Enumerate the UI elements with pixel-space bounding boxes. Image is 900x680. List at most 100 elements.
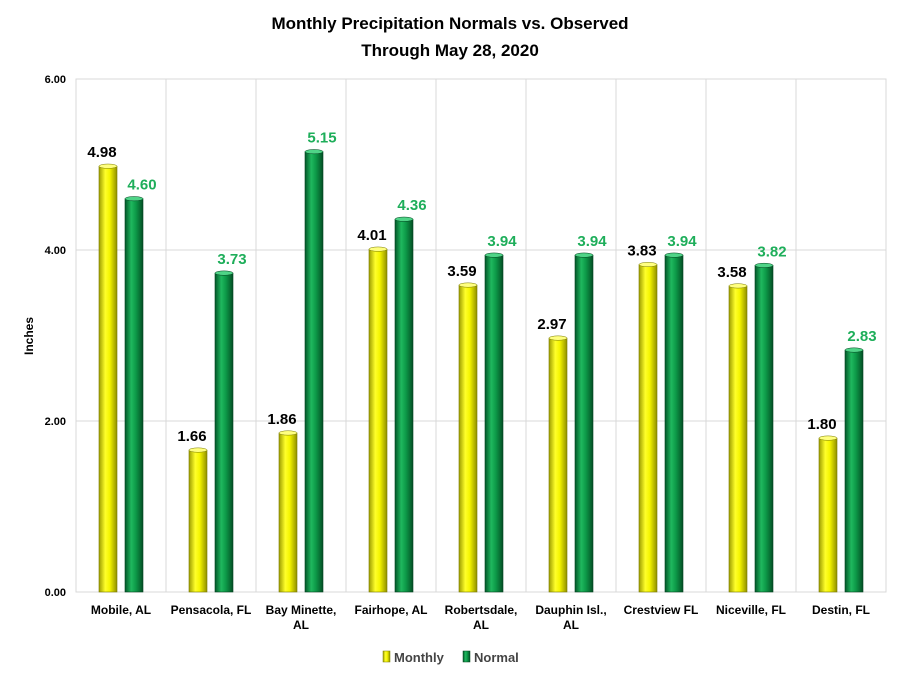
category-label-line: AL [293, 618, 309, 632]
category-label-line: Mobile, AL [91, 603, 151, 617]
legend-swatch [462, 650, 471, 663]
data-label-monthly: 1.66 [177, 428, 206, 445]
bar-normal [574, 252, 594, 593]
data-label-normal: 5.15 [307, 130, 336, 147]
data-label-monthly: 1.86 [267, 411, 296, 428]
y-tick-label: 6.00 [45, 74, 66, 86]
gridlines [75, 78, 887, 593]
legend: Monthly Normal [382, 650, 519, 665]
bar-normal [124, 196, 144, 593]
bar-normal-top [124, 196, 144, 202]
data-label-monthly: 3.59 [447, 263, 476, 280]
y-tick-label: 2.00 [45, 416, 66, 428]
category-label: Robertsdale, AL [445, 603, 518, 632]
bar-normal-body [574, 254, 594, 593]
bar-monthly-body [548, 337, 568, 593]
category-label: Fairhope, AL [355, 603, 428, 617]
bar-normal-body [394, 218, 414, 593]
bar-normal-top [394, 216, 414, 222]
bar-monthly-body [638, 264, 658, 593]
category-label-line: Destin, FL [812, 603, 870, 617]
bar-monthly-top [98, 163, 118, 169]
bar-normal-body [124, 198, 144, 593]
bar-normal-body [754, 265, 774, 593]
y-tick-labels: 0.00 2.00 4.00 6.00 [45, 74, 66, 599]
bar-monthly-top [278, 430, 298, 436]
bar-normal-top [754, 262, 774, 268]
bar-monthly-top [728, 283, 748, 289]
category-label: Dauphin Isl., AL [535, 603, 606, 632]
category-label-line: Robertsdale, [445, 603, 518, 617]
chart-title-line1: Monthly Precipitation Normals vs. Observ… [271, 14, 628, 33]
data-label-normal: 2.83 [847, 328, 876, 345]
bar-monthly-top [368, 246, 388, 252]
category-label-line: Dauphin Isl., [535, 603, 606, 617]
bar-monthly-top [458, 282, 478, 288]
category-label-line: AL [473, 618, 489, 632]
bar-normal-body [664, 254, 684, 593]
bar-monthly-body [188, 449, 208, 593]
data-label-monthly: 4.01 [357, 227, 386, 244]
category-label: Crestview FL [624, 603, 699, 617]
data-label-normal: 3.82 [757, 243, 786, 260]
category-label: Pensacola, FL [171, 603, 252, 617]
legend-label: Monthly [394, 650, 445, 665]
y-axis-label: Inches [22, 317, 36, 355]
data-label-normal: 3.73 [217, 251, 246, 268]
bar-monthly [728, 283, 748, 593]
bar-normal-body [304, 151, 324, 593]
bar-monthly [188, 447, 208, 593]
bar-normal [754, 262, 774, 593]
data-label-monthly: 3.83 [627, 243, 656, 260]
data-labels: 4.98 4.60 1.66 3.73 1.86 5.15 4.01 4.36 3.59 3.94… [87, 130, 876, 445]
data-label-normal: 3.94 [577, 233, 607, 250]
category-label-line: AL [563, 618, 579, 632]
bar-monthly-body [818, 437, 838, 593]
legend-item-normal: Normal [462, 650, 519, 665]
data-label-monthly: 2.97 [537, 316, 566, 333]
bar-normal-body [844, 349, 864, 593]
legend-swatch [382, 650, 391, 663]
bar-normal-top [484, 252, 504, 258]
category-label: Niceville, FL [716, 603, 786, 617]
category-label: Destin, FL [812, 603, 870, 617]
category-label-line: Crestview FL [624, 603, 699, 617]
bars [98, 149, 864, 593]
category-label: Bay Minette, AL [266, 603, 337, 632]
bar-monthly [368, 246, 388, 593]
bar-monthly-body [728, 285, 748, 593]
category-label: Mobile, AL [91, 603, 151, 617]
bar-normal [304, 149, 324, 593]
bar-normal-body [214, 272, 234, 593]
bar-monthly [278, 430, 298, 593]
bar-monthly [98, 163, 118, 593]
data-label-normal: 3.94 [667, 233, 697, 250]
y-tick-label: 0.00 [45, 587, 66, 599]
bar-normal-body [484, 254, 504, 593]
bar-monthly-body [368, 248, 388, 593]
bar-monthly [638, 262, 658, 593]
bar-monthly-top [638, 262, 658, 267]
data-label-monthly: 4.98 [87, 144, 116, 161]
data-label-monthly: 3.58 [717, 264, 746, 281]
bar-monthly-top [818, 435, 838, 441]
bar-monthly-top [188, 447, 208, 453]
bar-normal-top [844, 347, 864, 353]
bar-normal-top [304, 149, 324, 155]
bar-monthly-body [458, 284, 478, 593]
bar-normal [214, 270, 234, 593]
bar-normal [484, 252, 504, 593]
bar-normal [664, 252, 684, 593]
category-label-line: Niceville, FL [716, 603, 786, 617]
category-label-line: Pensacola, FL [171, 603, 252, 617]
bar-monthly [818, 435, 838, 593]
bar-monthly-body [98, 165, 118, 593]
bar-normal-top [664, 252, 684, 258]
data-label-monthly: 1.80 [807, 416, 836, 433]
bar-monthly [548, 335, 568, 593]
chart-title-line2: Through May 28, 2020 [361, 41, 539, 60]
bar-monthly-top [548, 335, 568, 341]
category-label-line: Fairhope, AL [355, 603, 428, 617]
